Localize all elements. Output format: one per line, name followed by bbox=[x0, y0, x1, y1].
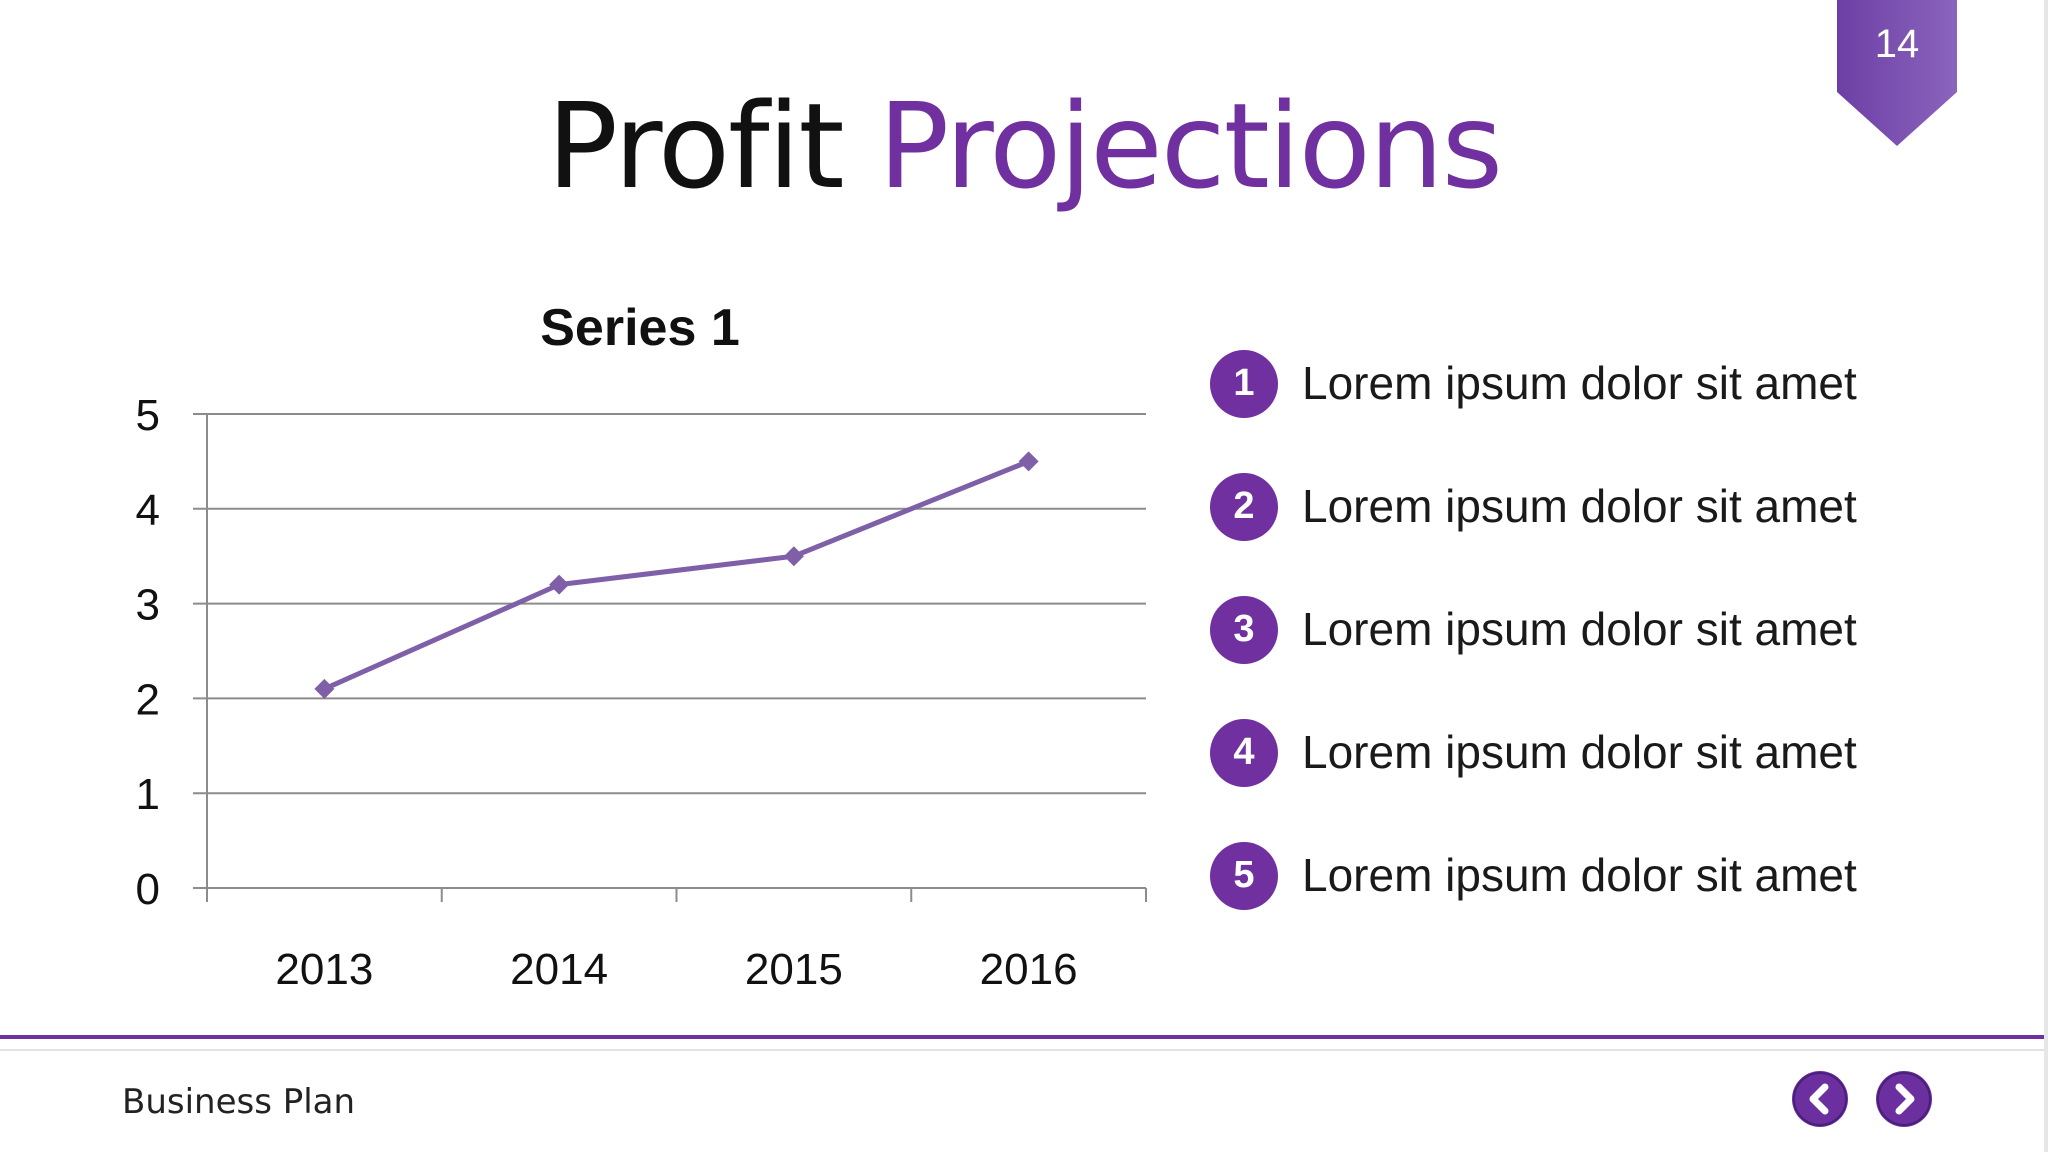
x-tick-label: 2013 bbox=[275, 945, 373, 994]
data-point bbox=[1018, 451, 1039, 472]
bullet-number-badge: 3 bbox=[1210, 596, 1278, 664]
list-item: 3 Lorem ipsum dolor sit amet bbox=[1210, 596, 2010, 668]
y-tick-label: 1 bbox=[136, 770, 160, 819]
bullet-number-badge: 4 bbox=[1210, 719, 1278, 787]
next-slide-button[interactable] bbox=[1876, 1071, 1932, 1127]
data-point bbox=[783, 546, 804, 567]
list-item: 1 Lorem ipsum dolor sit amet bbox=[1210, 350, 2010, 422]
footer-text: Business Plan bbox=[122, 1082, 356, 1122]
y-tick-label: 3 bbox=[136, 581, 160, 630]
y-tick-label: 5 bbox=[136, 391, 160, 440]
bullet-number-badge: 5 bbox=[1210, 842, 1278, 910]
bullet-text: Lorem ipsum dolor sit amet bbox=[1302, 849, 1857, 901]
bullet-number-badge: 2 bbox=[1210, 473, 1278, 541]
y-tick-label: 2 bbox=[136, 675, 160, 724]
line-chart: 0 1 2 3 4 5 2013 2014 2015 2016 bbox=[136, 391, 1147, 994]
chevron-right-icon bbox=[1877, 1072, 1931, 1126]
footer-divider bbox=[0, 1035, 2048, 1039]
x-tick-label: 2015 bbox=[745, 945, 843, 994]
title-accent-word: Projections bbox=[878, 77, 1503, 215]
page-number: 14 bbox=[1874, 22, 1920, 66]
bullet-text: Lorem ipsum dolor sit amet bbox=[1302, 357, 1857, 409]
bullet-text: Lorem ipsum dolor sit amet bbox=[1302, 726, 1857, 778]
series-line bbox=[323, 459, 1030, 692]
y-tick-label: 4 bbox=[136, 486, 160, 535]
title-dark-word: Profit bbox=[546, 77, 845, 215]
list-item: 5 Lorem ipsum dolor sit amet bbox=[1210, 842, 2010, 914]
x-tick-label: 2016 bbox=[980, 945, 1078, 994]
previous-slide-button[interactable] bbox=[1792, 1071, 1848, 1127]
footer-divider-light bbox=[0, 1049, 2048, 1051]
bullet-text: Lorem ipsum dolor sit amet bbox=[1302, 603, 1857, 655]
data-point bbox=[314, 678, 335, 699]
page-title: Profit Projections bbox=[0, 81, 2048, 212]
x-tick-label: 2014 bbox=[510, 945, 608, 994]
chart-title: Series 1 bbox=[540, 299, 740, 357]
chevron-left-icon bbox=[1793, 1072, 1847, 1126]
bullet-text: Lorem ipsum dolor sit amet bbox=[1302, 480, 1857, 532]
data-point bbox=[549, 574, 570, 595]
page-number-badge: 14 bbox=[1837, 0, 1957, 146]
list-item: 4 Lorem ipsum dolor sit amet bbox=[1210, 719, 2010, 791]
slide-edge bbox=[2044, 0, 2048, 1152]
y-tick-label: 0 bbox=[136, 865, 160, 914]
list-item: 2 Lorem ipsum dolor sit amet bbox=[1210, 473, 2010, 545]
bullet-number-badge: 1 bbox=[1210, 350, 1278, 418]
